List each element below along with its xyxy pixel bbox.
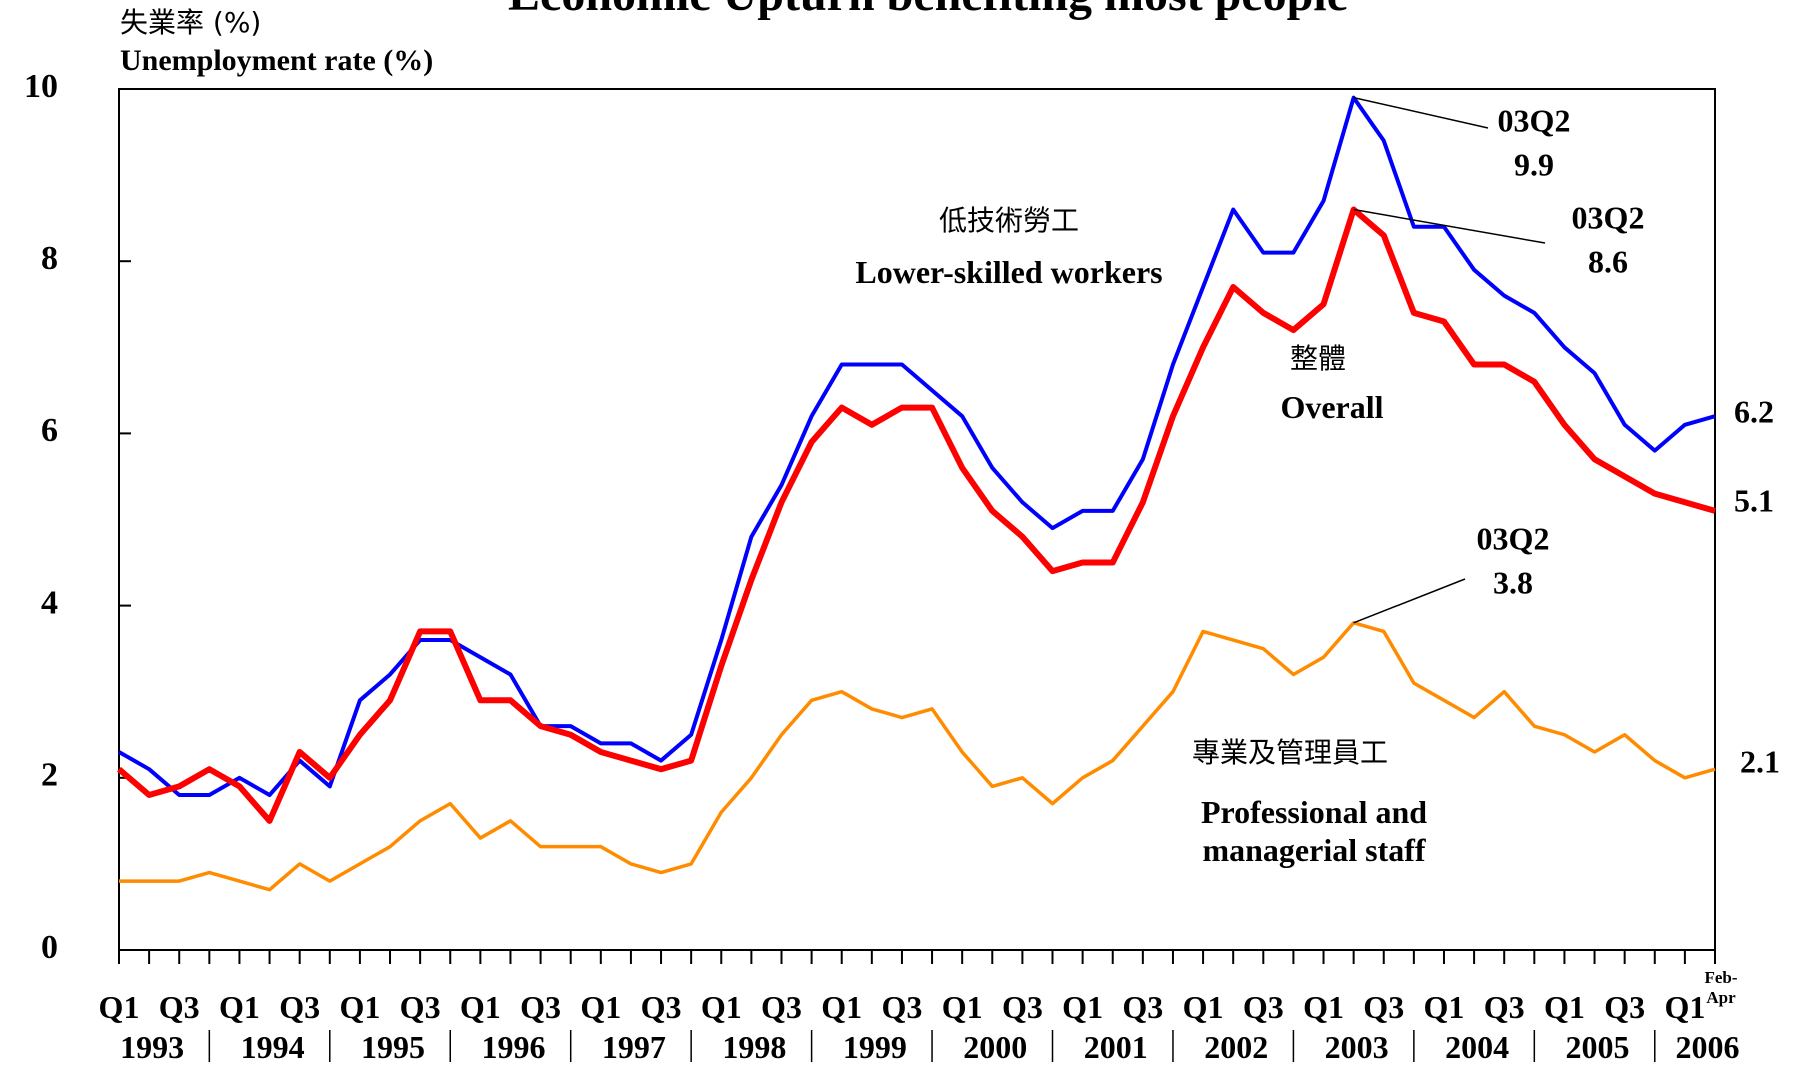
x-tick-label: Q3 — [1002, 989, 1043, 1025]
year-label: 1997 — [602, 1029, 666, 1065]
x-tick-label: Q1 — [339, 989, 380, 1025]
series-label: Overall — [1280, 389, 1384, 425]
plot-frame — [118, 88, 1716, 951]
y-tick-label: 0 — [41, 929, 58, 966]
x-tick-label: Q1 — [1664, 989, 1705, 1025]
year-label: 1998 — [722, 1029, 786, 1065]
annotation-label: 03Q2 — [1572, 199, 1645, 235]
x-tick-label: Q1 — [1544, 989, 1585, 1025]
series-line — [119, 621, 1716, 892]
annotation-leader — [1353, 208, 1546, 244]
x-tick-label: Q1 — [701, 989, 742, 1025]
x-tick-label: Q3 — [159, 989, 200, 1025]
x-tick-label: Feb-Apr — [1704, 968, 1738, 1007]
year-label: 2003 — [1325, 1029, 1389, 1065]
x-tick-label: Q1 — [219, 989, 260, 1025]
y-tick-label: 8 — [41, 240, 58, 277]
year-label: 2005 — [1566, 1029, 1630, 1065]
x-tick-label: Q1 — [460, 989, 501, 1025]
series-line — [118, 95, 1716, 798]
annotation-label: 03Q2 — [1498, 102, 1571, 138]
series-label-zh: 低技術勞工 — [939, 204, 1079, 237]
x-tick-label: Q3 — [400, 989, 441, 1025]
x-tick-label: Q1 — [99, 989, 140, 1025]
year-label: 1996 — [481, 1029, 545, 1065]
x-tick-label: Q1 — [1424, 989, 1465, 1025]
end-value-label: 6.2 — [1734, 393, 1774, 429]
y-tick-label: 2 — [41, 757, 58, 794]
year-label: 1999 — [843, 1029, 907, 1065]
year-label: 2004 — [1445, 1029, 1509, 1065]
series-label-zh: 整體 — [1290, 342, 1346, 375]
year-label: 2000 — [963, 1029, 1027, 1065]
x-tick-label: Q1 — [580, 989, 621, 1025]
series-label: Lower-skilled workers — [855, 254, 1163, 290]
y-tick-label: 4 — [41, 584, 58, 621]
annotation-value: 8.6 — [1588, 243, 1628, 279]
series-label: Professional and managerial staff — [1200, 794, 1428, 868]
year-label: 1994 — [241, 1029, 305, 1065]
x-tick-label: Q3 — [520, 989, 561, 1025]
series-label-zh: 專業及管理員工 — [1192, 736, 1388, 769]
x-tick-label: Q1 — [821, 989, 862, 1025]
year-label: 2002 — [1204, 1029, 1268, 1065]
x-tick-label: Q3 — [641, 989, 682, 1025]
year-label: 2001 — [1084, 1029, 1148, 1065]
y-axis-label: Unemployment rate (%) — [120, 44, 433, 77]
annotation-label: 03Q2 — [1477, 520, 1550, 556]
end-value-label: 5.1 — [1734, 482, 1774, 518]
x-tick-label: Q3 — [1243, 989, 1284, 1025]
x-tick-label: Q3 — [1484, 989, 1525, 1025]
year-label: 1995 — [361, 1029, 425, 1065]
x-tick-label: Q3 — [1604, 989, 1645, 1025]
year-label: 1993 — [120, 1029, 184, 1065]
series-line — [117, 206, 1716, 824]
annotation-value: 3.8 — [1493, 564, 1533, 600]
annotation-leader — [1353, 96, 1489, 129]
y-tick-label: 10 — [24, 68, 58, 105]
annotation-value: 9.9 — [1514, 146, 1554, 182]
year-label: 2006 — [1675, 1029, 1739, 1065]
x-tick-label: Q1 — [1062, 989, 1103, 1025]
chart-title: Economic Upturn benefiting most people — [508, 0, 1348, 21]
x-tick-label: Q1 — [1303, 989, 1344, 1025]
end-value-label: 2.1 — [1740, 743, 1780, 779]
x-tick-label: Q1 — [942, 989, 983, 1025]
x-tick-label: Q3 — [761, 989, 802, 1025]
x-tick-label: Q3 — [881, 989, 922, 1025]
x-tick-label: Q3 — [1122, 989, 1163, 1025]
x-tick-label: Q3 — [1363, 989, 1404, 1025]
x-tick-label: Q3 — [279, 989, 320, 1025]
y-axis-label-zh: 失業率 (%) — [120, 6, 261, 39]
y-tick-label: 6 — [41, 412, 58, 449]
x-tick-label: Q1 — [1183, 989, 1224, 1025]
annotation-leader — [1353, 578, 1466, 624]
